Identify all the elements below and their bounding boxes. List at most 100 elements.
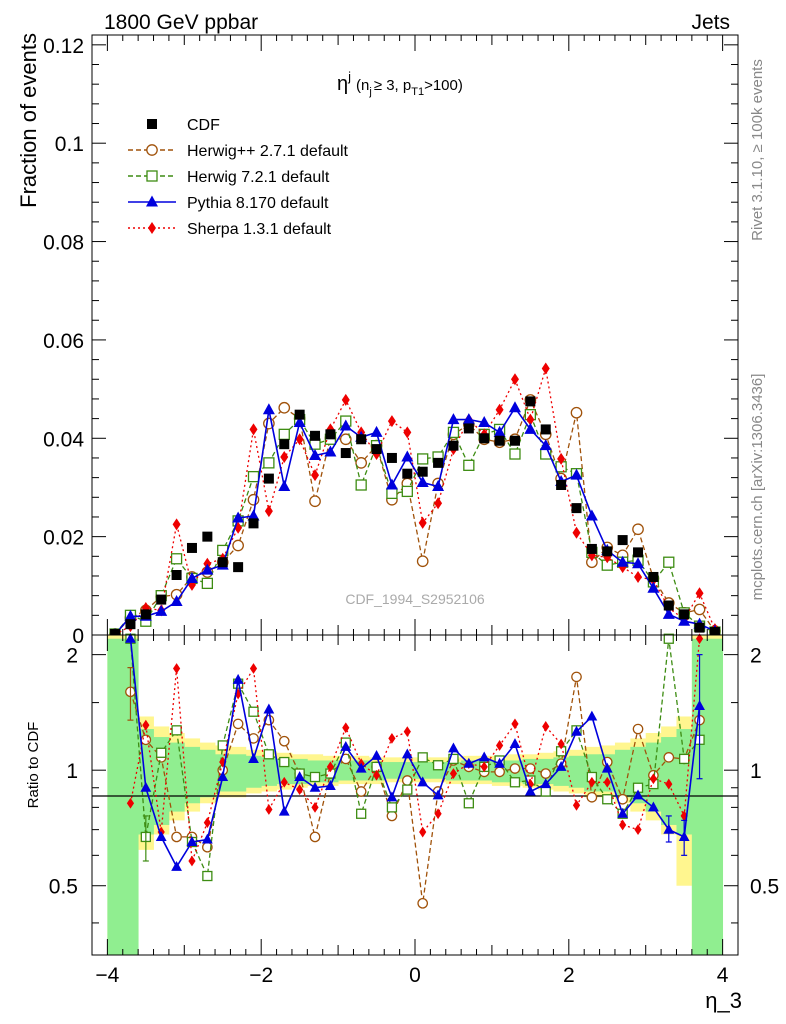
legend-label: Herwig++ 2.7.1 default — [187, 143, 349, 160]
main-point-cdf — [186, 542, 197, 553]
ratio-point-pythia — [524, 785, 536, 796]
ratio-point-pythia — [217, 771, 229, 782]
ratio-point-herwigpp — [494, 766, 505, 778]
ratio-point-pythia — [263, 703, 275, 714]
main-point-cdf — [525, 396, 536, 407]
ratio-point-sherpa — [557, 738, 565, 750]
main-point-pythia — [155, 604, 168, 616]
ratio-point-herwig7 — [540, 786, 551, 797]
main-point-cdf — [602, 546, 613, 557]
ratio-point-pythia — [540, 778, 552, 789]
ratio-point-sherpa — [495, 740, 504, 751]
mcplots-label: mcplots.cern.ch [arXiv:1306.3436] — [749, 374, 766, 601]
ratio-plot-panel: 0.5 0.5 1 1 2 2 −4 −2 0 2 4 — [49, 632, 779, 987]
ratio-point-herwig7 — [663, 633, 674, 644]
legend-label: Herwig 7.2.1 default — [187, 169, 330, 186]
ratio-point-pythia — [571, 725, 582, 736]
ratio-point-pythia — [555, 761, 567, 771]
ratio-point-herwigpp — [232, 718, 244, 730]
legend-label: Sherpa 1.3.1 default — [187, 221, 332, 238]
main-point-herwigpp — [232, 539, 244, 552]
ratio-point-pythia — [401, 748, 413, 759]
main-point-pythia — [278, 479, 291, 491]
main-axis-ticks: 0 0.02 0.04 0.06 0.08 0.1 0.12 — [43, 35, 738, 648]
main-point-cdf — [463, 423, 474, 434]
ratio-band-inner — [261, 757, 277, 786]
ratio-point-sherpa — [326, 761, 335, 773]
ratio-point-sherpa — [203, 817, 211, 829]
main-point-sherpa — [249, 423, 258, 436]
ratio-series-layer — [125, 632, 705, 909]
ratio-point-sherpa — [572, 799, 581, 811]
main-point-sherpa — [280, 450, 289, 463]
main-y-axis-title: Fraction of events — [16, 33, 41, 208]
ratio-point-pythia — [601, 762, 613, 773]
main-point-cdf — [556, 480, 567, 490]
x-tick-label: 2 — [563, 964, 575, 987]
main-point-pythia — [447, 413, 460, 425]
ratio-point-pythia — [509, 738, 521, 749]
legend-item-sherpa: Sherpa 1.3.1 default — [128, 221, 332, 238]
ratio-point-herwig7 — [448, 753, 459, 765]
ratio-point-herwig7 — [171, 725, 182, 736]
main-y-tick-label: 0.02 — [43, 527, 84, 550]
main-point-pythia — [585, 509, 598, 521]
main-point-herwigpp — [355, 457, 368, 469]
legend-marker — [146, 170, 158, 182]
main-point-pythia — [416, 476, 429, 488]
main-point-pythia — [616, 555, 629, 567]
main-point-pythia — [632, 557, 645, 569]
legend-marker — [148, 222, 156, 234]
ratio-point-herwig7 — [356, 808, 367, 819]
ratio-point-pythia — [155, 831, 167, 841]
main-point-herwigpp — [278, 401, 291, 414]
main-point-cdf — [248, 518, 259, 529]
ratio-point-pythia — [125, 632, 136, 643]
main-line-pythia — [114, 406, 716, 636]
ratio-point-pythia — [617, 807, 629, 818]
ratio-point-herwigpp — [171, 831, 182, 843]
ratio-point-sherpa — [265, 804, 273, 815]
x-tick-label: 0 — [409, 964, 421, 987]
ratio-point-sherpa — [172, 663, 181, 674]
ratio-point-pythia — [232, 673, 244, 684]
ratio-point-pythia — [140, 781, 152, 792]
main-point-cdf — [571, 503, 582, 514]
main-point-pythia — [262, 403, 275, 415]
main-point-sherpa — [311, 469, 320, 482]
main-point-sherpa — [695, 587, 704, 600]
ratio-point-herwig7 — [402, 784, 413, 795]
ratio-point-pythia — [432, 789, 444, 800]
ratio-point-herwigpp — [663, 752, 675, 763]
main-point-cdf — [310, 430, 321, 441]
ratio-point-pythia — [278, 805, 290, 816]
ratio-point-herwig7 — [202, 870, 213, 882]
main-point-pythia — [539, 439, 552, 451]
main-point-herwig7 — [663, 556, 675, 568]
ratio-point-pythia — [325, 780, 336, 790]
main-point-cdf — [509, 435, 520, 446]
ratio-band-inner — [415, 762, 431, 779]
ratio-point-herwig7 — [602, 794, 613, 805]
ratio-point-herwigpp — [278, 735, 290, 747]
ratio-point-herwigpp — [355, 786, 367, 797]
ratio-band-inner — [199, 749, 216, 798]
main-point-cdf — [709, 627, 720, 638]
legend-marker — [146, 144, 158, 156]
ratio-point-pythia — [309, 781, 321, 792]
ratio-band-inner — [384, 762, 401, 779]
main-point-pythia — [201, 563, 214, 575]
main-y-tick-label: 0.08 — [43, 232, 84, 255]
ratio-point-pythia — [494, 757, 505, 768]
main-point-pythia — [170, 595, 183, 607]
ratio-band-inner — [107, 638, 124, 955]
legend-marker — [147, 119, 157, 129]
main-point-cdf — [110, 629, 121, 640]
main-point-pythia — [524, 422, 537, 434]
ratio-point-herwigpp — [417, 897, 429, 909]
ratio-point-herwigpp — [586, 791, 598, 803]
ratio-point-pythia — [448, 742, 459, 753]
ratio-y-tick-label: 1 — [66, 760, 78, 783]
main-point-pythia — [385, 478, 398, 490]
